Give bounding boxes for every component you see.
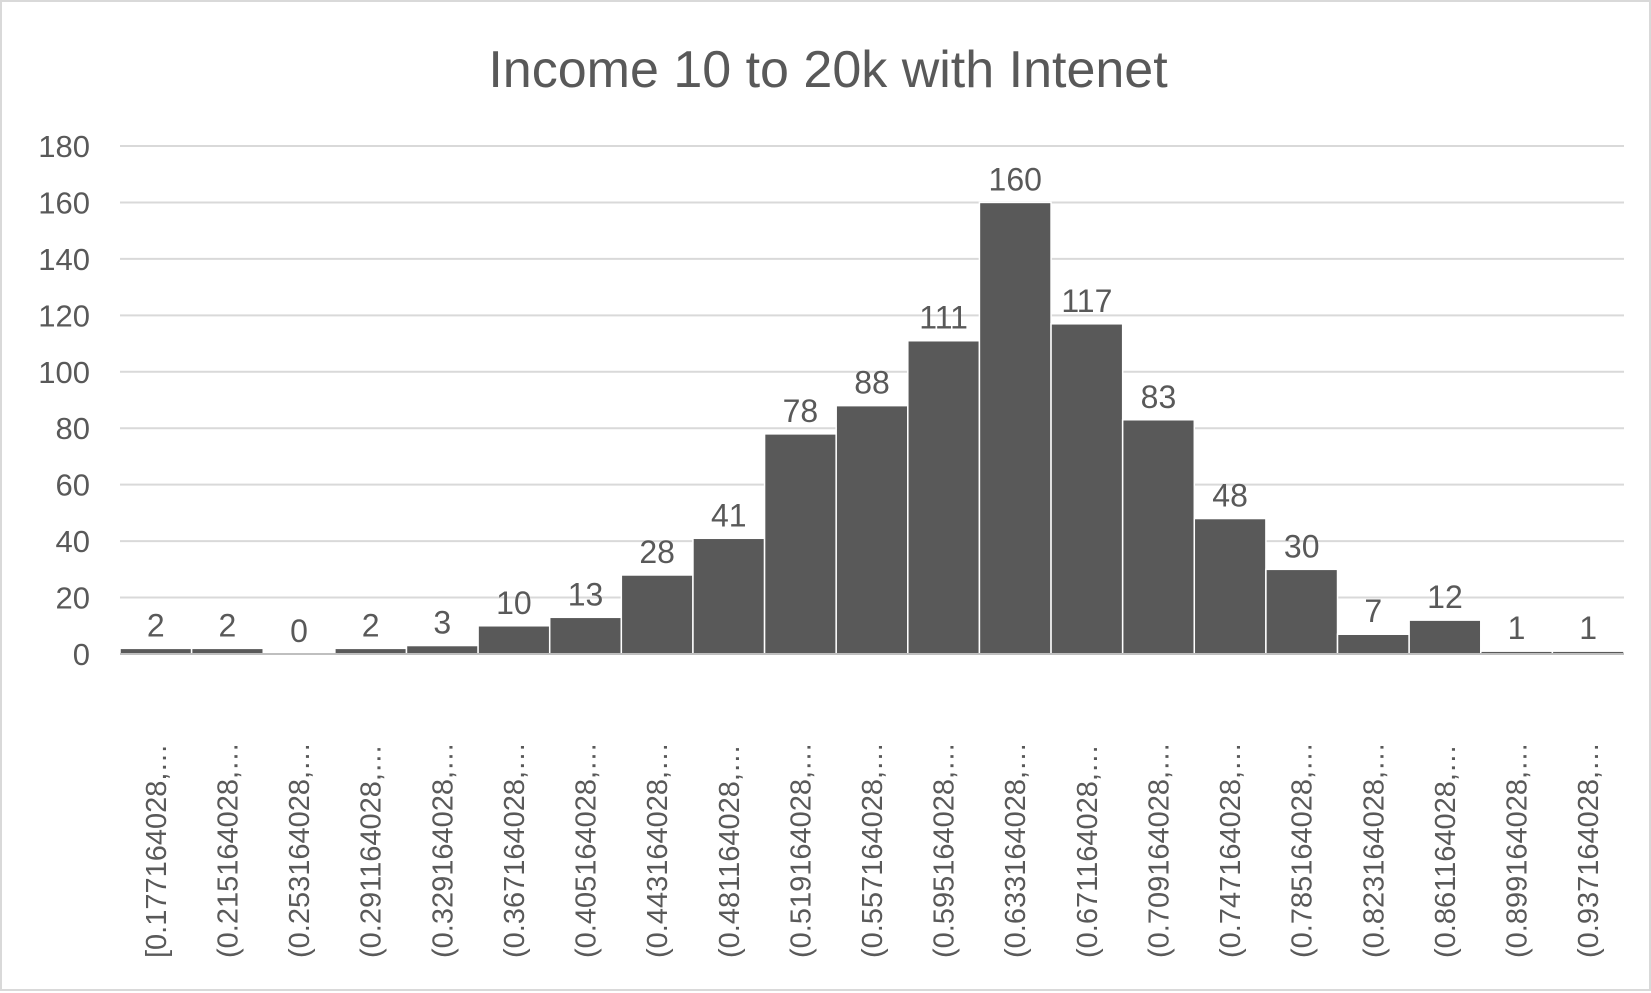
chart-title: Income 10 to 20k with Intenet bbox=[488, 41, 1168, 99]
data-label: 3 bbox=[433, 605, 451, 641]
x-tick-label: (0.367164028,… bbox=[499, 742, 531, 958]
y-tick-label: 140 bbox=[38, 242, 90, 277]
x-tick-label: (0.481164028,… bbox=[714, 744, 746, 958]
y-tick-label: 180 bbox=[38, 129, 90, 164]
bar-9 bbox=[763, 433, 837, 655]
data-label: 88 bbox=[854, 365, 890, 401]
y-tick-label: 20 bbox=[56, 581, 90, 616]
gridlines bbox=[120, 145, 1624, 599]
bar-12 bbox=[978, 201, 1052, 655]
x-tick-label: (0.557164028,… bbox=[857, 742, 889, 958]
x-tick-label: (0.291164028,… bbox=[356, 744, 388, 958]
bar-13 bbox=[1050, 323, 1124, 655]
x-tick-label: (0.823164028,… bbox=[1358, 742, 1390, 958]
x-tick-label: (0.747164028,… bbox=[1215, 742, 1247, 958]
y-tick-label: 160 bbox=[38, 185, 90, 220]
y-tick-label: 80 bbox=[56, 411, 90, 446]
x-tick-label: (0.937164028,… bbox=[1573, 742, 1605, 958]
bar-10 bbox=[835, 404, 909, 655]
y-tick-label: 0 bbox=[73, 637, 90, 672]
bar-7 bbox=[620, 574, 694, 655]
data-label: 28 bbox=[639, 534, 675, 570]
y-tick-label: 100 bbox=[38, 355, 90, 390]
x-tick-label: (0.709164028,… bbox=[1143, 742, 1175, 958]
x-tick-label: [0.177164028,… bbox=[141, 744, 173, 958]
data-label: 78 bbox=[783, 393, 819, 429]
x-tick-label: (0.443164028,… bbox=[642, 742, 674, 958]
data-label: 117 bbox=[1061, 283, 1112, 319]
x-tick-label: (0.519164028,… bbox=[785, 742, 817, 958]
x-tick-label: (0.785164028,… bbox=[1287, 742, 1319, 958]
bar-17 bbox=[1336, 633, 1410, 655]
data-label: 13 bbox=[568, 576, 604, 612]
y-tick-label: 40 bbox=[56, 524, 90, 559]
data-label: 48 bbox=[1212, 478, 1248, 514]
x-tick-label: (0.253164028,… bbox=[284, 742, 316, 958]
x-axis-tick-labels: [0.177164028,… (0.215164028,… (0.253164028… bbox=[141, 742, 1605, 958]
y-axis-tick-labels: 0 20 40 60 80 100 120 140 160 180 bbox=[38, 129, 90, 672]
x-tick-label: (0.405164028,… bbox=[571, 742, 603, 958]
bar-4 bbox=[405, 644, 479, 655]
data-label: 30 bbox=[1284, 528, 1320, 564]
bar-18 bbox=[1408, 619, 1482, 655]
y-tick-label: 60 bbox=[56, 468, 90, 503]
data-label: 41 bbox=[711, 497, 747, 533]
data-labels: 2 2 0 2 3 10 13 28 41 78 88 111 160 117 83 48 30 7 12 1 1 bbox=[147, 161, 1597, 649]
bar-15 bbox=[1193, 517, 1267, 655]
data-label: 2 bbox=[219, 607, 237, 643]
data-label: 0 bbox=[290, 613, 308, 649]
data-label: 2 bbox=[362, 607, 380, 643]
x-tick-label: (0.633164028,… bbox=[1000, 742, 1032, 958]
bar-6 bbox=[548, 616, 623, 655]
data-label: 1 bbox=[1508, 610, 1526, 646]
bar-8 bbox=[692, 537, 766, 655]
x-tick-label: (0.215164028,… bbox=[212, 742, 244, 958]
bar-11 bbox=[907, 339, 981, 655]
data-label: 160 bbox=[989, 161, 1042, 197]
x-tick-label: (0.329164028,… bbox=[427, 742, 459, 958]
data-label: 2 bbox=[147, 607, 165, 643]
data-label: 111 bbox=[919, 300, 968, 336]
data-label: 10 bbox=[496, 585, 532, 621]
bar-5 bbox=[477, 625, 551, 655]
bars bbox=[119, 201, 1625, 655]
data-label: 7 bbox=[1364, 593, 1382, 629]
data-label: 83 bbox=[1141, 379, 1177, 415]
data-label: 12 bbox=[1427, 579, 1463, 615]
bar-16 bbox=[1265, 568, 1339, 655]
x-tick-label: (0.899164028,… bbox=[1502, 742, 1534, 958]
x-tick-label: (0.595164028,… bbox=[929, 742, 961, 958]
y-tick-label: 120 bbox=[38, 298, 90, 333]
data-label: 1 bbox=[1579, 610, 1597, 646]
x-tick-label: (0.671164028,… bbox=[1072, 744, 1104, 958]
x-tick-label: (0.861164028,… bbox=[1430, 744, 1462, 958]
bar-14 bbox=[1121, 419, 1196, 655]
